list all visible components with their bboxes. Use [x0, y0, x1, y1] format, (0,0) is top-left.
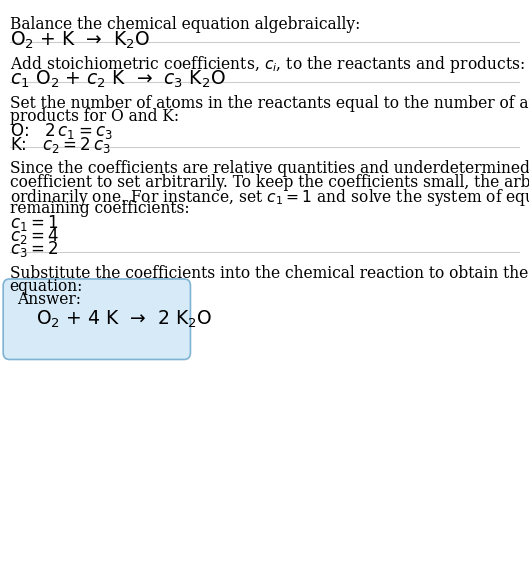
Text: Answer:: Answer: [17, 291, 81, 308]
Text: Set the number of atoms in the reactants equal to the number of atoms in the: Set the number of atoms in the reactants… [10, 95, 529, 112]
Text: remaining coefficients:: remaining coefficients: [10, 200, 189, 217]
Text: Substitute the coefficients into the chemical reaction to obtain the balanced: Substitute the coefficients into the che… [10, 265, 529, 282]
Text: $c_1$ O$_2$ + $c_2$ K  →  $c_3$ K$_2$O: $c_1$ O$_2$ + $c_2$ K → $c_3$ K$_2$O [10, 69, 225, 91]
Text: Add stoichiometric coefficients, $c_i$, to the reactants and products:: Add stoichiometric coefficients, $c_i$, … [10, 54, 524, 75]
Text: $c_1 = 1$: $c_1 = 1$ [10, 213, 58, 233]
Text: K:   $c_2 = 2\,c_3$: K: $c_2 = 2\,c_3$ [10, 135, 110, 155]
Text: O$_2$ + 4 K  →  2 K$_2$O: O$_2$ + 4 K → 2 K$_2$O [36, 308, 212, 330]
Text: $c_2 = 4$: $c_2 = 4$ [10, 226, 59, 246]
Text: $c_3 = 2$: $c_3 = 2$ [10, 239, 58, 259]
Text: coefficient to set arbitrarily. To keep the coefficients small, the arbitrary va: coefficient to set arbitrarily. To keep … [10, 174, 529, 191]
FancyBboxPatch shape [3, 279, 190, 359]
Text: O$_2$ + K  →  K$_2$O: O$_2$ + K → K$_2$O [10, 29, 150, 51]
Text: Since the coefficients are relative quantities and underdetermined, choose a: Since the coefficients are relative quan… [10, 160, 529, 177]
Text: equation:: equation: [10, 278, 83, 295]
Text: Balance the chemical equation algebraically:: Balance the chemical equation algebraica… [10, 16, 360, 33]
Text: ordinarily one. For instance, set $c_1 = 1$ and solve the system of equations fo: ordinarily one. For instance, set $c_1 =… [10, 187, 529, 208]
Text: O:   $2\,c_1 = c_3$: O: $2\,c_1 = c_3$ [10, 121, 113, 141]
Text: products for O and K:: products for O and K: [10, 108, 179, 125]
